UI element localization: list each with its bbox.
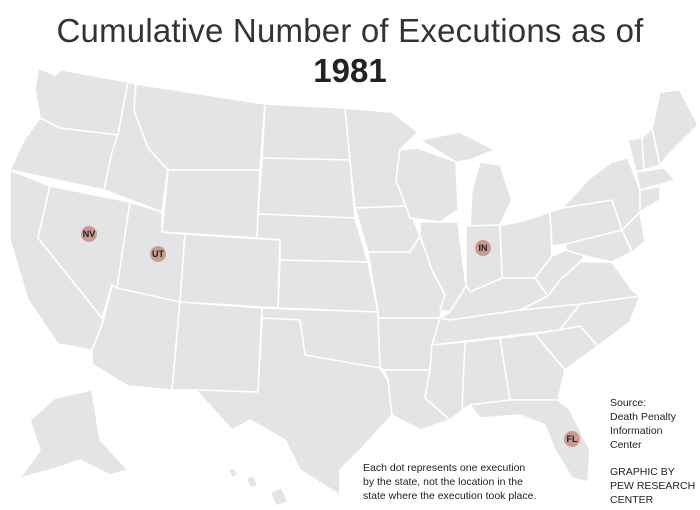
dot-label-nv: NV bbox=[83, 229, 96, 239]
dot-label-ut: UT bbox=[152, 249, 164, 259]
state-wv bbox=[534, 249, 586, 297]
credit-line: GRAPHIC BY bbox=[610, 466, 675, 478]
source-line: Source: bbox=[610, 397, 647, 409]
state-ks bbox=[277, 259, 379, 313]
source-line: Information bbox=[610, 425, 663, 437]
note-line: state where the execution took place. bbox=[363, 490, 537, 502]
state-ma bbox=[635, 167, 676, 191]
map-year: 1981 bbox=[313, 52, 387, 89]
note-line: by the state, not the location in the bbox=[363, 476, 523, 488]
state-co bbox=[179, 233, 281, 309]
state-me bbox=[651, 89, 699, 166]
state-hi bbox=[227, 467, 289, 507]
dot-label-in: IN bbox=[479, 243, 488, 253]
source-note: Source: Death Penalty Information Center bbox=[610, 396, 698, 452]
state-sd bbox=[257, 157, 356, 219]
state-fl bbox=[469, 399, 591, 483]
state-tx bbox=[195, 317, 393, 496]
execution-dot-nv bbox=[81, 226, 97, 242]
state-wi bbox=[395, 147, 459, 223]
state-shapes bbox=[9, 67, 699, 507]
state-nd bbox=[261, 103, 351, 161]
state-ak bbox=[19, 389, 129, 479]
state-md bbox=[565, 229, 633, 263]
execution-dot-ut bbox=[150, 246, 166, 262]
state-wy bbox=[161, 169, 261, 239]
credit-line: CENTER bbox=[610, 494, 654, 506]
note-line: Each dot represents one execution bbox=[363, 462, 526, 474]
execution-dot-fl bbox=[564, 431, 580, 447]
state-il bbox=[419, 221, 467, 313]
dot-label-fl: FL bbox=[567, 434, 578, 444]
source-line: Death Penalty bbox=[610, 411, 676, 423]
execution-dot-in bbox=[475, 240, 491, 256]
map-title: Cumulative Number of Executions as of bbox=[56, 12, 644, 49]
dot-explanation-note: Each dot represents one execution by the… bbox=[363, 461, 603, 503]
credit-line: PEW RESEARCH bbox=[610, 480, 696, 492]
source-line: Center bbox=[610, 439, 642, 451]
graphic-credit: GRAPHIC BY PEW RESEARCH CENTER bbox=[610, 465, 698, 507]
execution-dots: NV UT IN FL bbox=[81, 226, 580, 447]
state-nm bbox=[171, 301, 263, 393]
state-ct bbox=[639, 185, 661, 213]
